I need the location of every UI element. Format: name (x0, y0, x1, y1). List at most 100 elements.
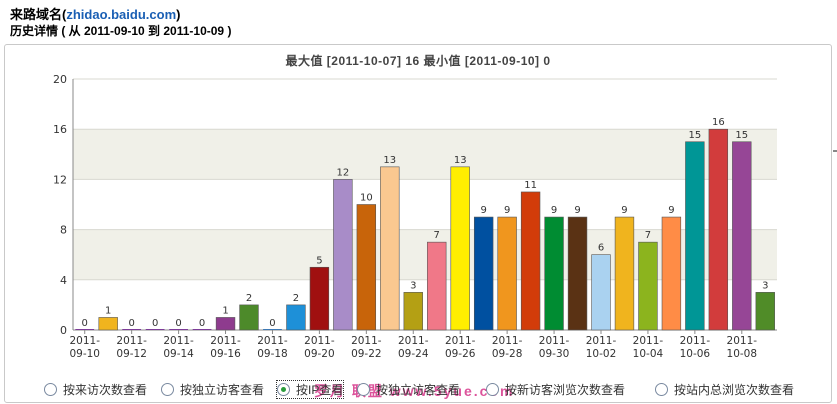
option-total-pageviews[interactable]: 按站内总浏览次数查看 (655, 381, 794, 398)
bar (239, 304, 259, 331)
title-suffix: ) (176, 7, 181, 22)
option-label: 按IP查看 (296, 383, 344, 397)
bar (192, 329, 212, 330)
bar-value-label: 0 (128, 318, 134, 329)
referrer-title: 来路域名(zhidao.baidu.com) (10, 6, 820, 23)
bar (614, 216, 635, 331)
y-tick-label: 8 (60, 224, 67, 237)
bar-value-label: 2 (293, 293, 299, 304)
referrer-domain-link[interactable]: zhidao.baidu.com (66, 7, 177, 22)
bar (75, 329, 95, 330)
bar (661, 216, 682, 331)
option-new-visitor-views[interactable]: 按新访客浏览次数查看 (486, 381, 625, 398)
x-tick-label-date: 09-14 (163, 348, 194, 360)
x-tick-label-date: 09-16 (210, 348, 241, 360)
bar (122, 329, 142, 330)
x-tick-label-year: 2011- (492, 335, 523, 347)
bar-value-label: 7 (645, 230, 651, 241)
bar-value-label: 9 (668, 205, 674, 216)
bar-value-label: 0 (82, 318, 88, 329)
radio-selected-icon[interactable] (277, 383, 290, 396)
bar-value-label: 9 (621, 205, 627, 216)
option-ip[interactable]: 按IP查看 (275, 380, 345, 399)
y-tick-label: 0 (60, 324, 67, 337)
bar-value-label: 0 (269, 318, 275, 329)
bar-value-label: 3 (762, 280, 768, 291)
bar-value-label: 3 (410, 280, 416, 291)
bar-value-label: 10 (360, 193, 373, 204)
title-prefix: 来路域名( (10, 7, 67, 22)
option-label: 按来访次数查看 (63, 383, 148, 397)
bar (473, 216, 494, 331)
bar (403, 292, 423, 331)
radio-icon[interactable] (655, 383, 668, 396)
option-label: 按新访客浏览次数查看 (505, 383, 626, 397)
option-label: 按独立访客查看 (180, 383, 265, 397)
bar (685, 141, 705, 331)
bar (544, 216, 564, 331)
x-tick-label-year: 2011- (539, 335, 570, 347)
bar (286, 304, 306, 331)
radio-icon[interactable] (161, 383, 174, 396)
bar (450, 166, 470, 331)
x-tick-label-year: 2011- (210, 335, 241, 347)
view-options: 按来访次数查看 按独立访客查看 按IP查看 按独立访客查看 按新访客浏览次数查看… (44, 380, 824, 399)
x-tick-label-date: 09-22 (351, 348, 382, 360)
bar (263, 329, 282, 330)
x-tick-label-date: 09-12 (116, 348, 147, 360)
x-tick-label-date: 09-20 (304, 348, 335, 360)
x-tick-label-year: 2011- (163, 335, 194, 347)
bar (591, 254, 611, 331)
bar-value-label: 12 (336, 167, 349, 178)
option-visits[interactable]: 按来访次数查看 (44, 381, 147, 398)
bar (98, 317, 118, 331)
x-tick-label-year: 2011- (445, 335, 476, 347)
x-tick-label-date: 10-08 (727, 348, 758, 360)
x-tick-label-date: 09-28 (492, 348, 523, 360)
radio-icon[interactable] (486, 383, 499, 396)
bar-value-label: 1 (222, 305, 228, 316)
x-tick-label-year: 2011- (116, 335, 147, 347)
grid-band (73, 229, 777, 280)
bar-value-label: 15 (688, 130, 701, 141)
x-tick-label-year: 2011- (304, 335, 335, 347)
bar-value-label: 11 (524, 180, 537, 191)
bar (333, 179, 353, 331)
x-tick-label-date: 09-10 (69, 348, 100, 360)
chart-title: 最大值 [2011-10-07] 16 最小值 [2011-09-10] 0 (285, 54, 551, 68)
y-tick-label: 16 (53, 123, 67, 136)
bar-value-label: 13 (454, 155, 467, 166)
chart-panel: 最大值 [2011-10-07] 16 最小值 [2011-09-10] 0 0… (4, 44, 832, 403)
bar (708, 128, 729, 331)
bar (427, 241, 447, 331)
page-header: 来路域名(zhidao.baidu.com) 历史详情 ( 从 2011-09-… (10, 6, 820, 39)
x-tick-label-date: 09-30 (539, 348, 570, 360)
option-unique-visitors[interactable]: 按独立访客查看 (161, 381, 264, 398)
bar-value-label: 9 (480, 205, 486, 216)
radio-icon[interactable] (357, 383, 370, 396)
x-tick-label-year: 2011- (351, 335, 382, 347)
bar-value-label: 6 (598, 243, 604, 254)
x-tick-label-date: 10-04 (633, 348, 664, 360)
radio-icon[interactable] (44, 383, 57, 396)
option-unique-visitors-2[interactable]: 按独立访客查看 (357, 381, 460, 398)
bar (215, 317, 236, 331)
x-tick-label-date: 10-06 (680, 348, 711, 360)
bar (638, 241, 658, 331)
bar-value-label: 1 (105, 305, 111, 316)
bar (567, 216, 588, 331)
bar-value-label: 2 (246, 293, 252, 304)
x-tick-label-year: 2011- (633, 335, 664, 347)
grid-band (73, 129, 777, 180)
bar-value-label: 7 (434, 230, 440, 241)
bar-value-label: 9 (574, 205, 580, 216)
history-range: 历史详情 ( 从 2011-09-10 到 2011-10-09 ) (10, 24, 232, 38)
x-tick-label-date: 09-26 (445, 348, 476, 360)
bar-value-label: 5 (316, 255, 322, 266)
bar (309, 266, 330, 331)
bar (145, 329, 165, 330)
bar-value-label: 9 (551, 205, 557, 216)
y-tick-label: 4 (60, 274, 67, 287)
bar (380, 166, 400, 331)
x-tick-label-year: 2011- (398, 335, 429, 347)
